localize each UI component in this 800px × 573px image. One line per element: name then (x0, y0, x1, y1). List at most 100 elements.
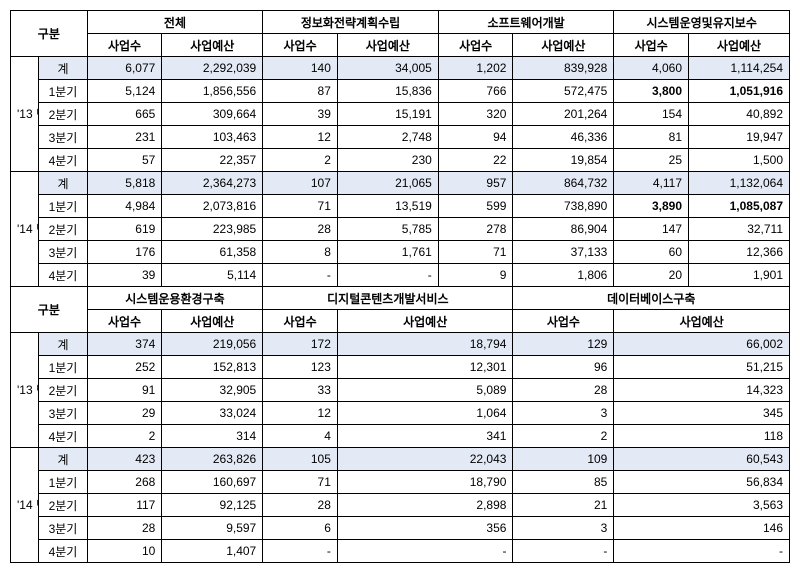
cell: 107 (263, 172, 338, 195)
cell: 103,463 (162, 126, 263, 149)
cell: 96 (513, 356, 614, 379)
cell: 201,264 (513, 103, 614, 126)
cell: 9 (438, 264, 513, 287)
row-label: 3분기 (39, 517, 87, 540)
col-budget: 사업예산 (513, 34, 614, 57)
cell: 4,117 (614, 172, 689, 195)
cell: - (513, 540, 614, 563)
row-label: 4분기 (39, 425, 87, 448)
row-label: 1분기 (39, 356, 87, 379)
table-row: '14 년 예 정 계 5,8182,364,273 10721,065 957… (11, 172, 790, 195)
table-row: 3분기 289,597 6356 3146 (11, 517, 790, 540)
col-count: 사업수 (87, 34, 162, 57)
cell: 2 (263, 149, 338, 172)
col-budget: 사업예산 (162, 310, 263, 333)
row-label: 계 (39, 448, 87, 471)
cell: 278 (438, 218, 513, 241)
cell: 1,806 (513, 264, 614, 287)
cell: 2,292,039 (162, 57, 263, 80)
cell: 314 (162, 425, 263, 448)
col-gubun: 구분 (11, 287, 88, 333)
cell: 2,364,273 (162, 172, 263, 195)
col-budget: 사업예산 (337, 310, 513, 333)
cell: 160,697 (162, 471, 263, 494)
row-label: 4분기 (39, 264, 87, 287)
cell: 32,711 (689, 218, 790, 241)
table-row: 1분기 252152,813 12312,301 9651,215 (11, 356, 790, 379)
cell: 71 (263, 471, 338, 494)
cell: 22,357 (162, 149, 263, 172)
cell: 29 (87, 402, 162, 425)
cell: - (614, 540, 790, 563)
row-label: 2분기 (39, 103, 87, 126)
row-label: 2분기 (39, 494, 87, 517)
cell: 4 (263, 425, 338, 448)
cell: 105 (263, 448, 338, 471)
cell: 1,085,087 (689, 195, 790, 218)
cell: 140 (263, 57, 338, 80)
cell: 320 (438, 103, 513, 126)
cell: 2 (513, 425, 614, 448)
row-label: 3분기 (39, 241, 87, 264)
header-sub-row: 사업수사업예산 사업수사업예산 사업수사업예산 (11, 310, 790, 333)
cell: 1,051,916 (689, 80, 790, 103)
table-row: 1분기 268160,697 7118,790 8556,834 (11, 471, 790, 494)
cell: 665 (87, 103, 162, 126)
col-budget: 사업예산 (162, 34, 263, 57)
cell: 92,125 (162, 494, 263, 517)
cell: 14,323 (614, 379, 790, 402)
cell: 123 (263, 356, 338, 379)
header-row: 구분 시스템운용환경구축 디지털콘텐츠개발서비스 데이터베이스구축 (11, 287, 790, 310)
cell: 356 (337, 517, 513, 540)
cell: 599 (438, 195, 513, 218)
cell: 1,202 (438, 57, 513, 80)
table-row: '14 년 예 정 계 423263,826 10522,043 10960,5… (11, 448, 790, 471)
table-row: 4분기 2314 4341 2118 (11, 425, 790, 448)
cell: 5,089 (337, 379, 513, 402)
cell: 33,024 (162, 402, 263, 425)
cell: 39 (263, 103, 338, 126)
col-gubun: 구분 (11, 11, 88, 57)
cell: 60 (614, 241, 689, 264)
row-label: 1분기 (39, 80, 87, 103)
col-group: 디지털콘텐츠개발서비스 (263, 287, 513, 310)
cell: 61,358 (162, 241, 263, 264)
cell: 13,519 (337, 195, 438, 218)
cell: 5,785 (337, 218, 438, 241)
cell: 1,856,556 (162, 80, 263, 103)
cell: 28 (263, 494, 338, 517)
row-label: 4분기 (39, 540, 87, 563)
cell: 12 (263, 402, 338, 425)
cell: 423 (87, 448, 162, 471)
col-group: 소프트웨어개발 (438, 11, 614, 34)
cell: 39 (87, 264, 162, 287)
row-label: 1분기 (39, 471, 87, 494)
cell: 22,043 (337, 448, 513, 471)
col-group: 시스템운영및유지보수 (614, 11, 790, 34)
cell: 223,985 (162, 218, 263, 241)
year-label-14: '14 년 예 정 (11, 448, 39, 563)
col-count: 사업수 (263, 34, 338, 57)
cell: 28 (513, 379, 614, 402)
cell: 21 (513, 494, 614, 517)
row-label: 계 (39, 333, 87, 356)
cell: 94 (438, 126, 513, 149)
cell: 20 (614, 264, 689, 287)
cell: 15,836 (337, 80, 438, 103)
cell: 25 (614, 149, 689, 172)
cell: 85 (513, 471, 614, 494)
table-row: 3분기 231103,463 122,748 9446,336 8119,947 (11, 126, 790, 149)
row-label: 3분기 (39, 402, 87, 425)
year-label-13: '13 년 확 정 (11, 57, 39, 172)
cell: 6,077 (87, 57, 162, 80)
cell: 129 (513, 333, 614, 356)
cell: 341 (337, 425, 513, 448)
cell: 21,065 (337, 172, 438, 195)
cell: 2,073,816 (162, 195, 263, 218)
cell: 18,794 (337, 333, 513, 356)
row-label: 1분기 (39, 195, 87, 218)
cell: 5,124 (87, 80, 162, 103)
cell: 18,790 (337, 471, 513, 494)
cell: 28 (87, 517, 162, 540)
table-row: 1분기 4,9842,073,816 7113,519 599738,890 3… (11, 195, 790, 218)
